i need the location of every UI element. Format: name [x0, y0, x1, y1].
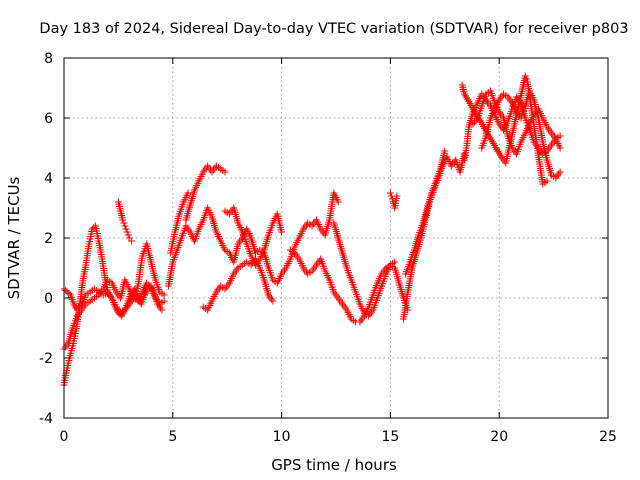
- x-tick-label: 15: [381, 429, 399, 445]
- x-tick-label: 5: [168, 429, 177, 445]
- y-tick-label: 4: [44, 171, 53, 187]
- x-axis-label: GPS time / hours: [271, 456, 397, 474]
- data-point: [334, 198, 342, 206]
- data-point: [119, 216, 127, 224]
- data-point: [522, 75, 530, 83]
- y-tick-label: 6: [44, 111, 53, 127]
- data-point: [269, 297, 277, 305]
- data-point: [556, 168, 564, 176]
- chart-title: Day 183 of 2024, Sidereal Day-to-day VTE…: [39, 21, 628, 37]
- data-point: [120, 219, 128, 227]
- data-point: [441, 147, 449, 155]
- data-point: [123, 228, 131, 236]
- y-tick-label: 8: [44, 51, 53, 67]
- data-point: [543, 177, 551, 185]
- data-point: [556, 144, 564, 152]
- data-point: [124, 231, 132, 239]
- data-point: [121, 222, 129, 230]
- y-tick-label: -4: [39, 411, 53, 427]
- x-tick-label: 0: [60, 429, 69, 445]
- data-point: [158, 306, 166, 314]
- x-tick-label: 10: [273, 429, 291, 445]
- axis-ticks: [63, 57, 609, 419]
- data-point: [393, 192, 401, 200]
- y-tick-labels: -4 -2 0 2 4 6 8: [39, 51, 53, 427]
- data-point: [184, 189, 192, 197]
- x-tick-label: 20: [490, 429, 508, 445]
- data-points: [60, 72, 564, 389]
- data-point: [160, 291, 168, 299]
- data-point: [63, 288, 71, 296]
- y-tick-label: -2: [39, 351, 53, 367]
- data-point: [221, 168, 229, 176]
- y-tick-label: 0: [44, 291, 53, 307]
- data-point: [122, 225, 130, 233]
- x-tick-labels: 0 5 10 15 20 25: [60, 429, 617, 445]
- x-tick-label: 25: [599, 429, 617, 445]
- y-axis-label: SDTVAR / TECUs: [5, 176, 23, 299]
- data-point: [62, 287, 70, 294]
- data-point: [127, 237, 135, 245]
- data-point: [556, 132, 564, 140]
- y-tick-label: 2: [44, 231, 53, 247]
- data-point: [521, 72, 529, 80]
- data-point: [160, 297, 168, 305]
- data-point: [386, 189, 394, 197]
- data-point: [65, 290, 73, 297]
- data-point: [278, 228, 286, 236]
- data-point: [391, 258, 399, 266]
